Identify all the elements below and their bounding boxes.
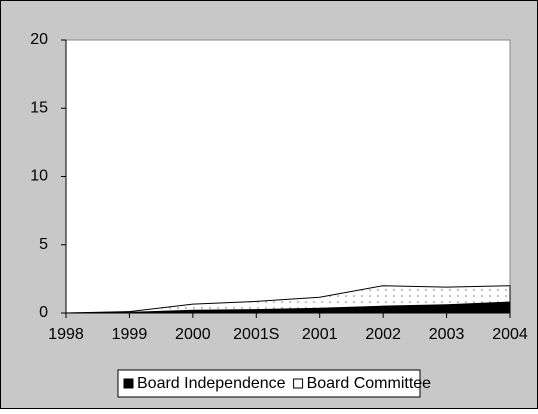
x-tick-label: 2001 xyxy=(302,326,338,343)
plot-area xyxy=(65,39,511,314)
y-tick-label: 0 xyxy=(39,304,48,321)
y-tick-label: 20 xyxy=(30,31,48,48)
x-tick-label: 1999 xyxy=(112,326,148,343)
legend-swatch xyxy=(293,378,304,389)
x-tick-label: 2004 xyxy=(492,326,528,343)
legend-label: Board Independence xyxy=(137,375,286,392)
area xyxy=(65,285,511,314)
x-tick-label: 2000 xyxy=(175,326,211,343)
x-tick-label: 2003 xyxy=(429,326,465,343)
y-tick-label: 10 xyxy=(30,168,48,185)
y-tick-label: 15 xyxy=(30,99,48,116)
x-tick-label: 2002 xyxy=(365,326,401,343)
legend xyxy=(117,369,421,398)
y-tick-label: 5 xyxy=(39,236,48,253)
x-tick-label: 1998 xyxy=(48,326,84,343)
x-tick-label: 2001S xyxy=(233,326,279,343)
legend-swatch xyxy=(123,378,134,389)
legend-label: Board Committee xyxy=(307,375,432,392)
